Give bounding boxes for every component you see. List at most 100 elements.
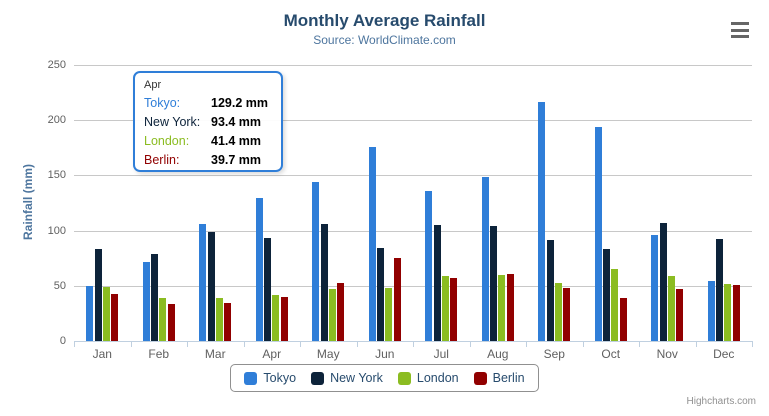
tooltip-series-name: New York: <box>144 115 201 129</box>
berlin-bar[interactable] <box>280 297 288 341</box>
x-axis-label: Sep <box>543 347 565 361</box>
berlin-bar[interactable] <box>563 288 571 341</box>
tooltip-row: London: 41.4 mm <box>144 132 272 151</box>
x-axis-label: May <box>316 347 340 361</box>
tooltip-value: 129.2 mm <box>211 96 268 110</box>
tooltip-series-name: Berlin: <box>144 153 180 167</box>
berlin-bar[interactable] <box>337 282 345 341</box>
burger-bar <box>731 28 749 32</box>
london-bar[interactable] <box>667 275 675 341</box>
new-york-bar[interactable] <box>151 254 159 341</box>
legend-item-berlin[interactable]: Berlin <box>473 371 525 385</box>
tokyo-bar[interactable] <box>86 285 94 341</box>
axis-tick <box>752 341 753 347</box>
tokyo-bar[interactable] <box>199 223 207 341</box>
axis-tick <box>356 341 358 347</box>
tokyo-bar[interactable] <box>142 262 150 341</box>
y-axis-label: 150 <box>47 169 66 182</box>
london-bar[interactable] <box>554 283 562 341</box>
new-york-bar[interactable] <box>207 232 215 341</box>
tokyo-bar[interactable] <box>368 146 376 341</box>
london-bar[interactable] <box>328 289 336 341</box>
new-york-bar[interactable] <box>94 248 102 341</box>
hamburger-menu-icon[interactable] <box>729 21 751 39</box>
new-york-bar[interactable] <box>433 225 441 341</box>
london-bar[interactable] <box>724 284 732 341</box>
x-axis-label: Apr <box>262 347 282 361</box>
berlin-bar[interactable] <box>506 274 514 341</box>
tokyo-bar[interactable] <box>312 182 320 341</box>
tokyo-bar[interactable] <box>651 235 659 341</box>
x-axis-label: Aug <box>487 347 509 361</box>
tooltip-value: 41.4 mm <box>211 134 262 148</box>
tokyo-bar[interactable] <box>707 280 715 341</box>
berlin-bar[interactable] <box>450 277 458 341</box>
berlin-bar[interactable] <box>224 302 232 341</box>
gridline <box>74 175 752 177</box>
axis-tick <box>74 341 75 347</box>
legend-item-new-york[interactable]: New York <box>311 371 383 385</box>
tokyo-bar[interactable] <box>594 126 602 341</box>
tooltip-row: Berlin: 39.7 mm <box>144 151 272 170</box>
chart-subtitle: Source: WorldClimate.com <box>313 33 456 47</box>
tokyo-bar[interactable] <box>255 198 263 341</box>
new-york-bar[interactable] <box>264 237 272 341</box>
legend-symbol <box>397 371 411 385</box>
new-york-bar[interactable] <box>546 240 554 341</box>
berlin-bar[interactable] <box>619 297 627 341</box>
tokyo-bar[interactable] <box>481 177 489 341</box>
y-axis-label: 200 <box>47 114 66 127</box>
axis-tick <box>695 341 697 347</box>
legend-symbol <box>311 371 325 385</box>
credits-link[interactable]: Highcharts.com <box>686 396 756 407</box>
berlin-bar[interactable] <box>393 257 401 341</box>
x-axis-label: Jan <box>92 347 112 361</box>
x-axis-label: Jun <box>375 347 395 361</box>
london-bar[interactable] <box>102 287 110 341</box>
axis-tick <box>243 341 245 347</box>
legend-item-label: London <box>416 371 459 385</box>
tokyo-bar[interactable] <box>538 102 546 341</box>
legend-item-label: Berlin <box>492 371 525 385</box>
legend-symbol <box>473 371 487 385</box>
london-bar[interactable] <box>385 287 393 341</box>
new-york-bar[interactable] <box>320 223 328 341</box>
burger-bar <box>731 35 749 38</box>
legend-box: Tokyo New York London Berlin <box>230 364 539 392</box>
berlin-bar[interactable] <box>732 284 740 341</box>
tooltip-value: 39.7 mm <box>211 153 262 167</box>
new-york-bar[interactable] <box>377 247 385 341</box>
tooltip-header: Apr <box>144 79 162 91</box>
axis-tick <box>413 341 414 347</box>
london-bar[interactable] <box>611 269 619 341</box>
y-axis-title: Rainfall (mm) <box>21 164 35 241</box>
london-bar[interactable] <box>498 275 506 341</box>
london-bar[interactable] <box>272 295 280 341</box>
y-axis-label: 50 <box>53 279 66 292</box>
tooltip-rows: Tokyo: 129.2 mm New York: 93.4 mm London: 41.… <box>144 94 272 170</box>
legend-item-london[interactable]: London <box>397 371 459 385</box>
legend: Tokyo New York London Berlin <box>0 364 769 392</box>
berlin-bar[interactable] <box>167 304 175 341</box>
new-york-bar[interactable] <box>716 239 724 341</box>
tokyo-bar[interactable] <box>425 191 433 341</box>
london-bar[interactable] <box>159 298 167 341</box>
gridline <box>74 230 752 232</box>
tooltip-row: Tokyo: 129.2 mm <box>144 94 272 113</box>
tooltip-series-name: Tokyo: <box>144 96 181 110</box>
new-york-bar[interactable] <box>490 225 498 341</box>
london-bar[interactable] <box>215 297 223 341</box>
new-york-bar[interactable] <box>659 223 667 341</box>
axis-tick <box>187 341 188 347</box>
london-bar[interactable] <box>441 275 449 341</box>
berlin-bar[interactable] <box>111 294 119 341</box>
berlin-bar[interactable] <box>676 289 684 341</box>
y-axis-label: 0 <box>59 335 66 347</box>
x-axis-label: Dec <box>713 347 735 361</box>
legend-item-tokyo[interactable]: Tokyo <box>244 371 296 385</box>
axis-tick <box>582 341 584 347</box>
burger-bar <box>731 22 749 25</box>
new-york-bar[interactable] <box>603 248 611 341</box>
x-axis-label: Mar <box>204 347 226 361</box>
